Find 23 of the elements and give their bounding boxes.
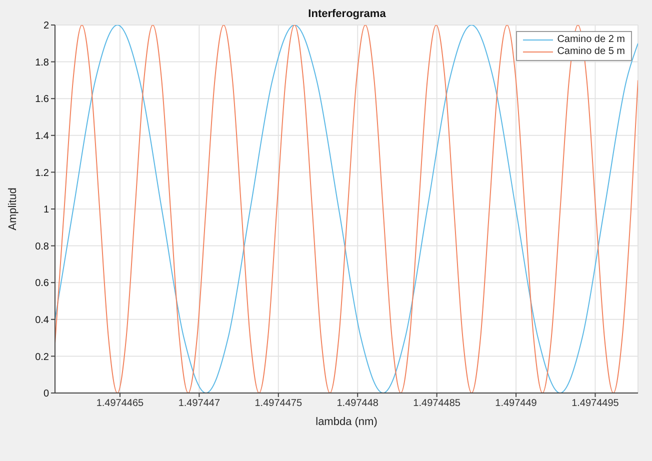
x-tick-label: 1.497448: [336, 398, 379, 410]
y-tick-label: 0.2: [35, 352, 50, 363]
chart-title: Interferograma: [307, 8, 387, 20]
y-tick-label: 0.8: [35, 241, 50, 252]
y-tick-label: 0.4: [35, 314, 50, 326]
y-tick-label: 0.6: [35, 278, 50, 290]
x-tick-label: 1.497449: [495, 398, 538, 410]
y-tick-label: 1.8: [35, 57, 50, 68]
y-tick-label: 1.6: [35, 94, 50, 106]
y-tick-label: 1.4: [35, 130, 50, 142]
y-tick-label: 1: [43, 204, 50, 216]
x-tick-label: 1.4974495: [572, 398, 620, 410]
y-axis-title: Amplitud: [6, 188, 19, 230]
x-tick-label: 1.4974465: [96, 398, 144, 410]
x-axis-title: lambda (nm): [316, 416, 378, 428]
x-tick-label: 1.497447: [178, 398, 220, 410]
y-tick-label: 0: [43, 388, 50, 400]
x-tick-label: 1.4974475: [254, 398, 302, 410]
y-tick-label: 1.2: [35, 168, 50, 179]
x-tick-label: 1.4974485: [413, 398, 461, 410]
legend-label: Camino de 2 m: [557, 34, 625, 46]
legend-label: Camino de 5 m: [557, 46, 625, 58]
y-tick-label: 2: [43, 20, 50, 32]
